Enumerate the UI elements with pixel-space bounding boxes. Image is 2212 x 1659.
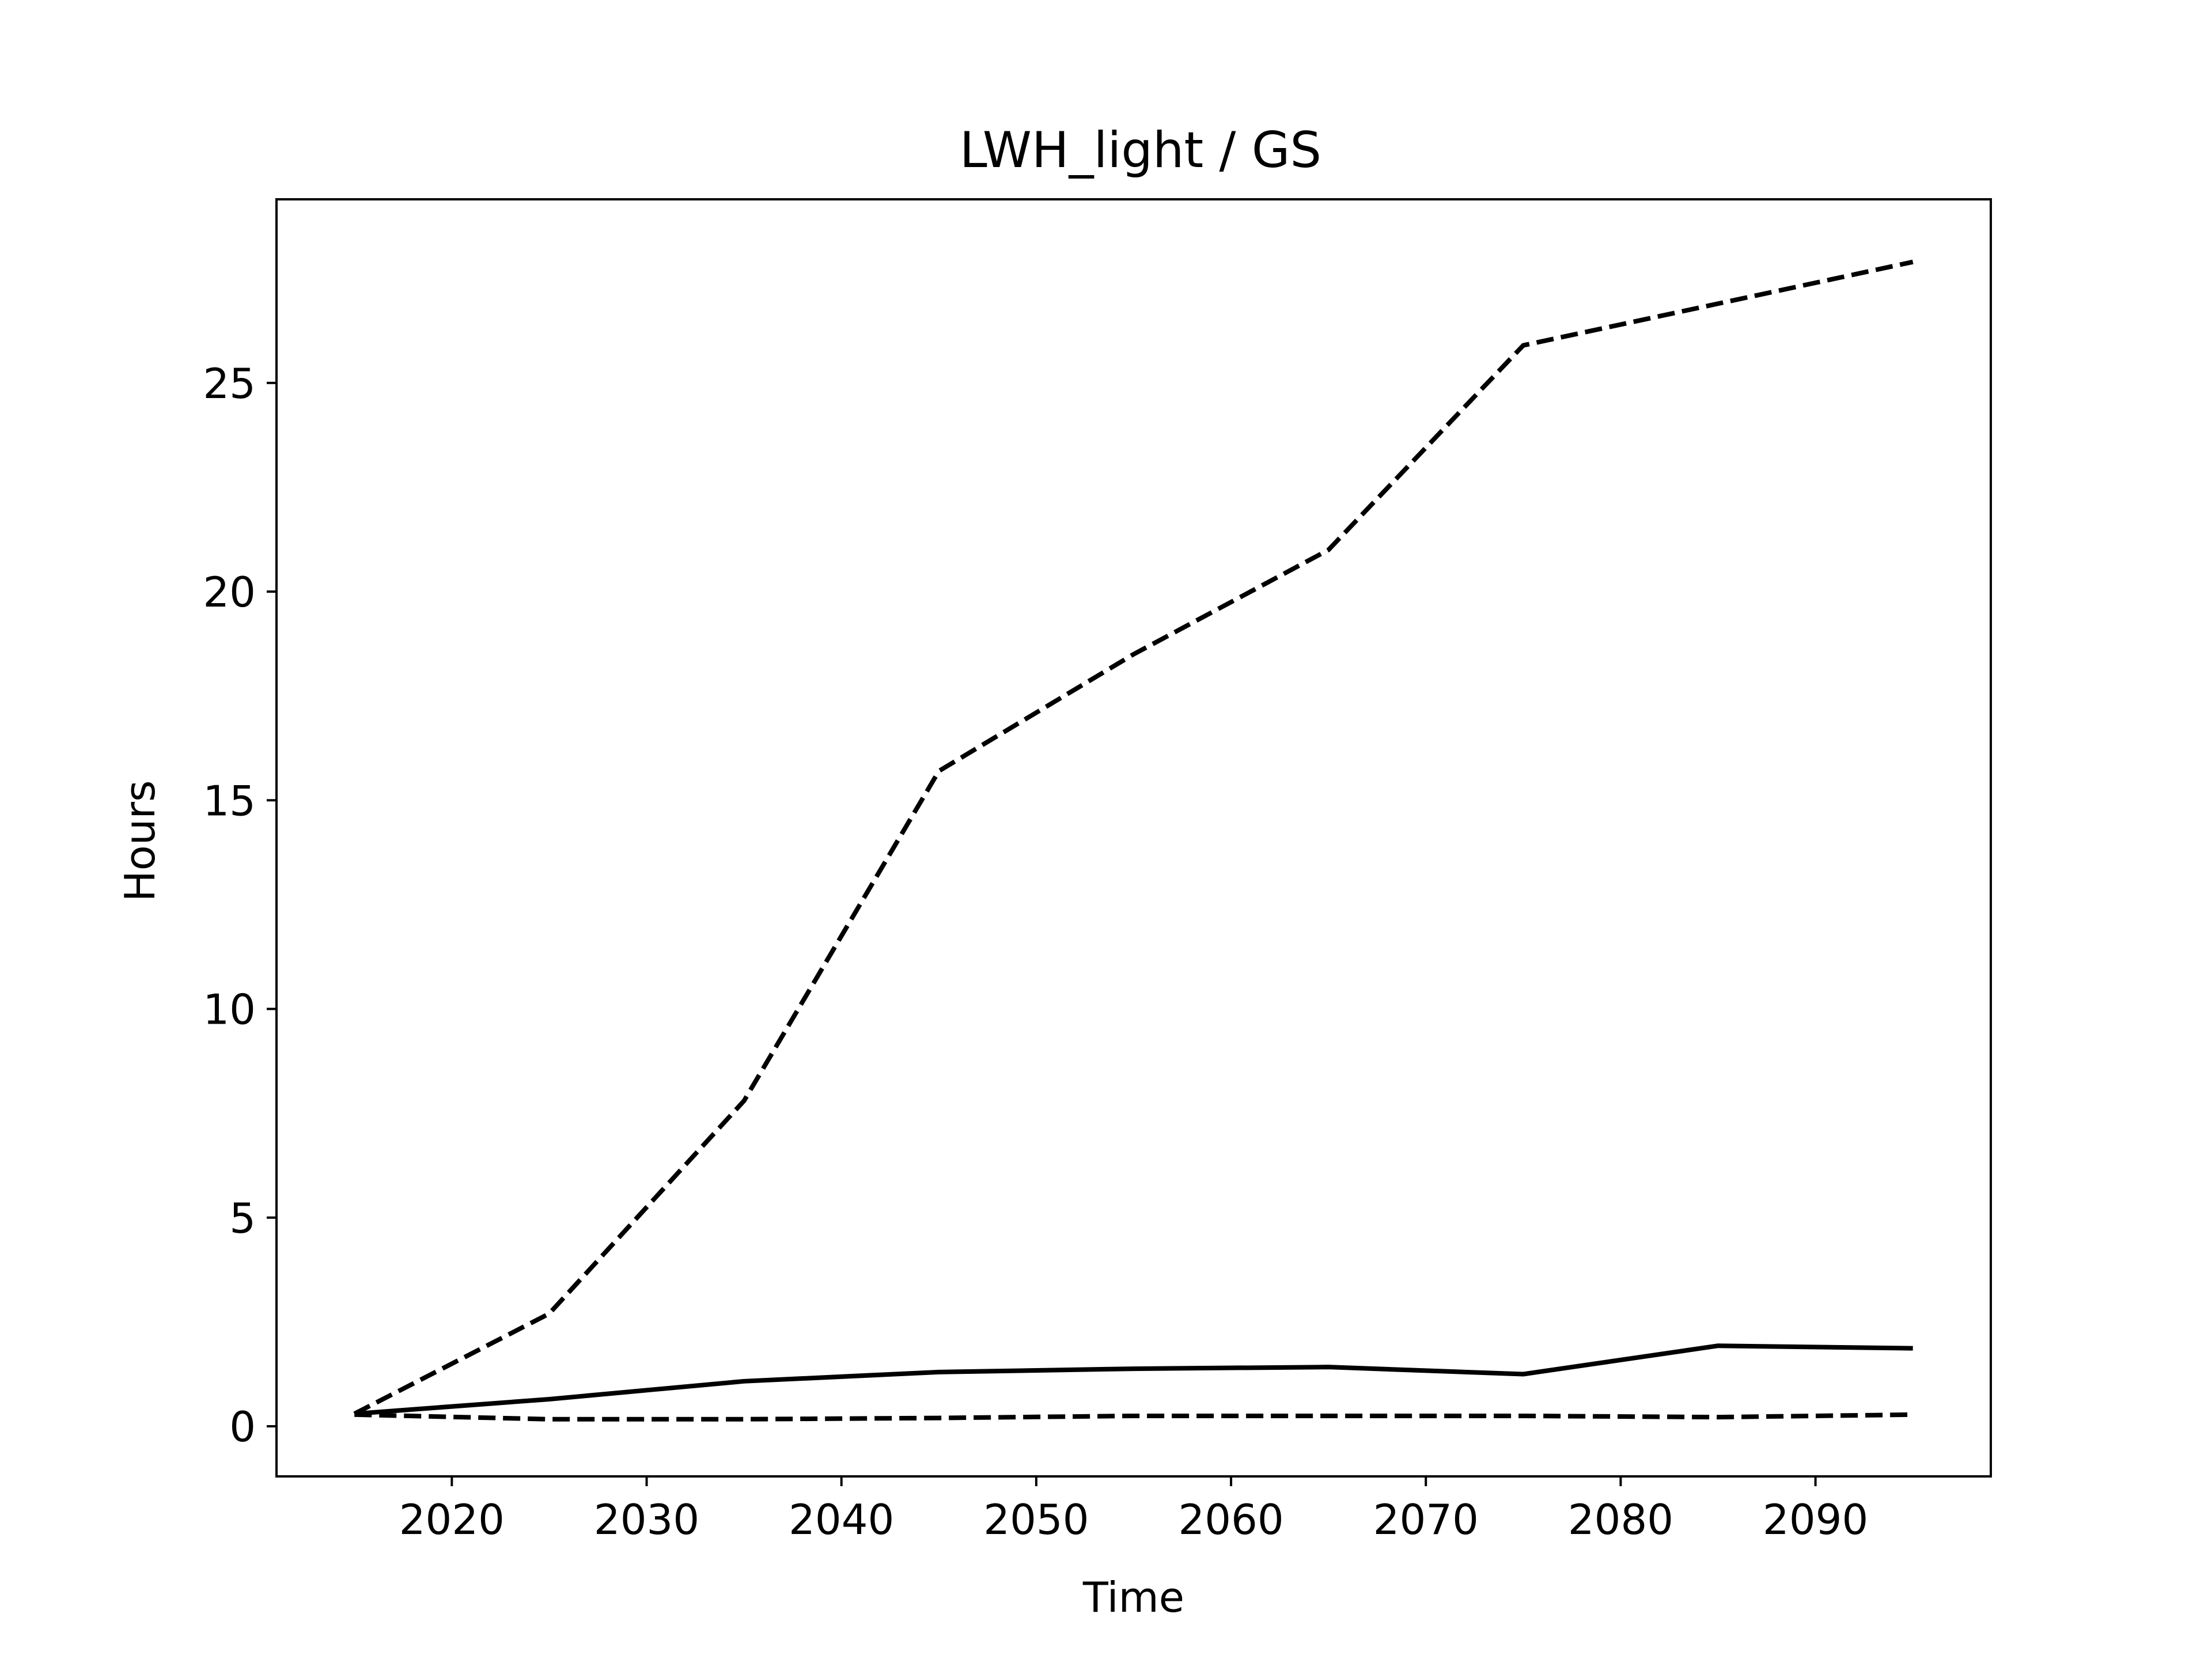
- y-axis-label: Hours: [116, 781, 164, 902]
- chart-title: LWH_light / GS: [960, 122, 1321, 179]
- y-axis: 0 5 10 15 20 25: [203, 359, 276, 1451]
- series-layer: [353, 259, 1914, 1422]
- x-tick-label: 2050: [983, 1495, 1089, 1544]
- x-tick-label: 2020: [399, 1495, 505, 1544]
- x-tick-label: 2040: [789, 1495, 894, 1544]
- series-line-1-dashed: [353, 259, 1914, 1416]
- x-axis: 2020 2030 2040 2050 2060 2070 2080 2090: [399, 1476, 1868, 1544]
- y-tick-label: 10: [203, 986, 256, 1034]
- y-tick-label: 25: [203, 359, 256, 408]
- x-tick-label: 2030: [594, 1495, 699, 1544]
- x-tick-label: 2080: [1568, 1495, 1673, 1544]
- series-line-2-solid: [354, 1343, 1913, 1416]
- y-tick-label: 0: [229, 1403, 256, 1451]
- x-tick-label: 2060: [1178, 1495, 1283, 1544]
- y-tick-label: 5: [229, 1194, 256, 1243]
- plot-frame: [275, 198, 1992, 1478]
- x-tick-label: 2070: [1373, 1495, 1479, 1544]
- series-line-3-dashed: [354, 1412, 1913, 1422]
- y-tick-label: 15: [203, 777, 256, 825]
- x-axis-label: Time: [1082, 1573, 1184, 1622]
- y-tick-label: 20: [203, 568, 256, 616]
- x-tick-label: 2090: [1763, 1495, 1868, 1544]
